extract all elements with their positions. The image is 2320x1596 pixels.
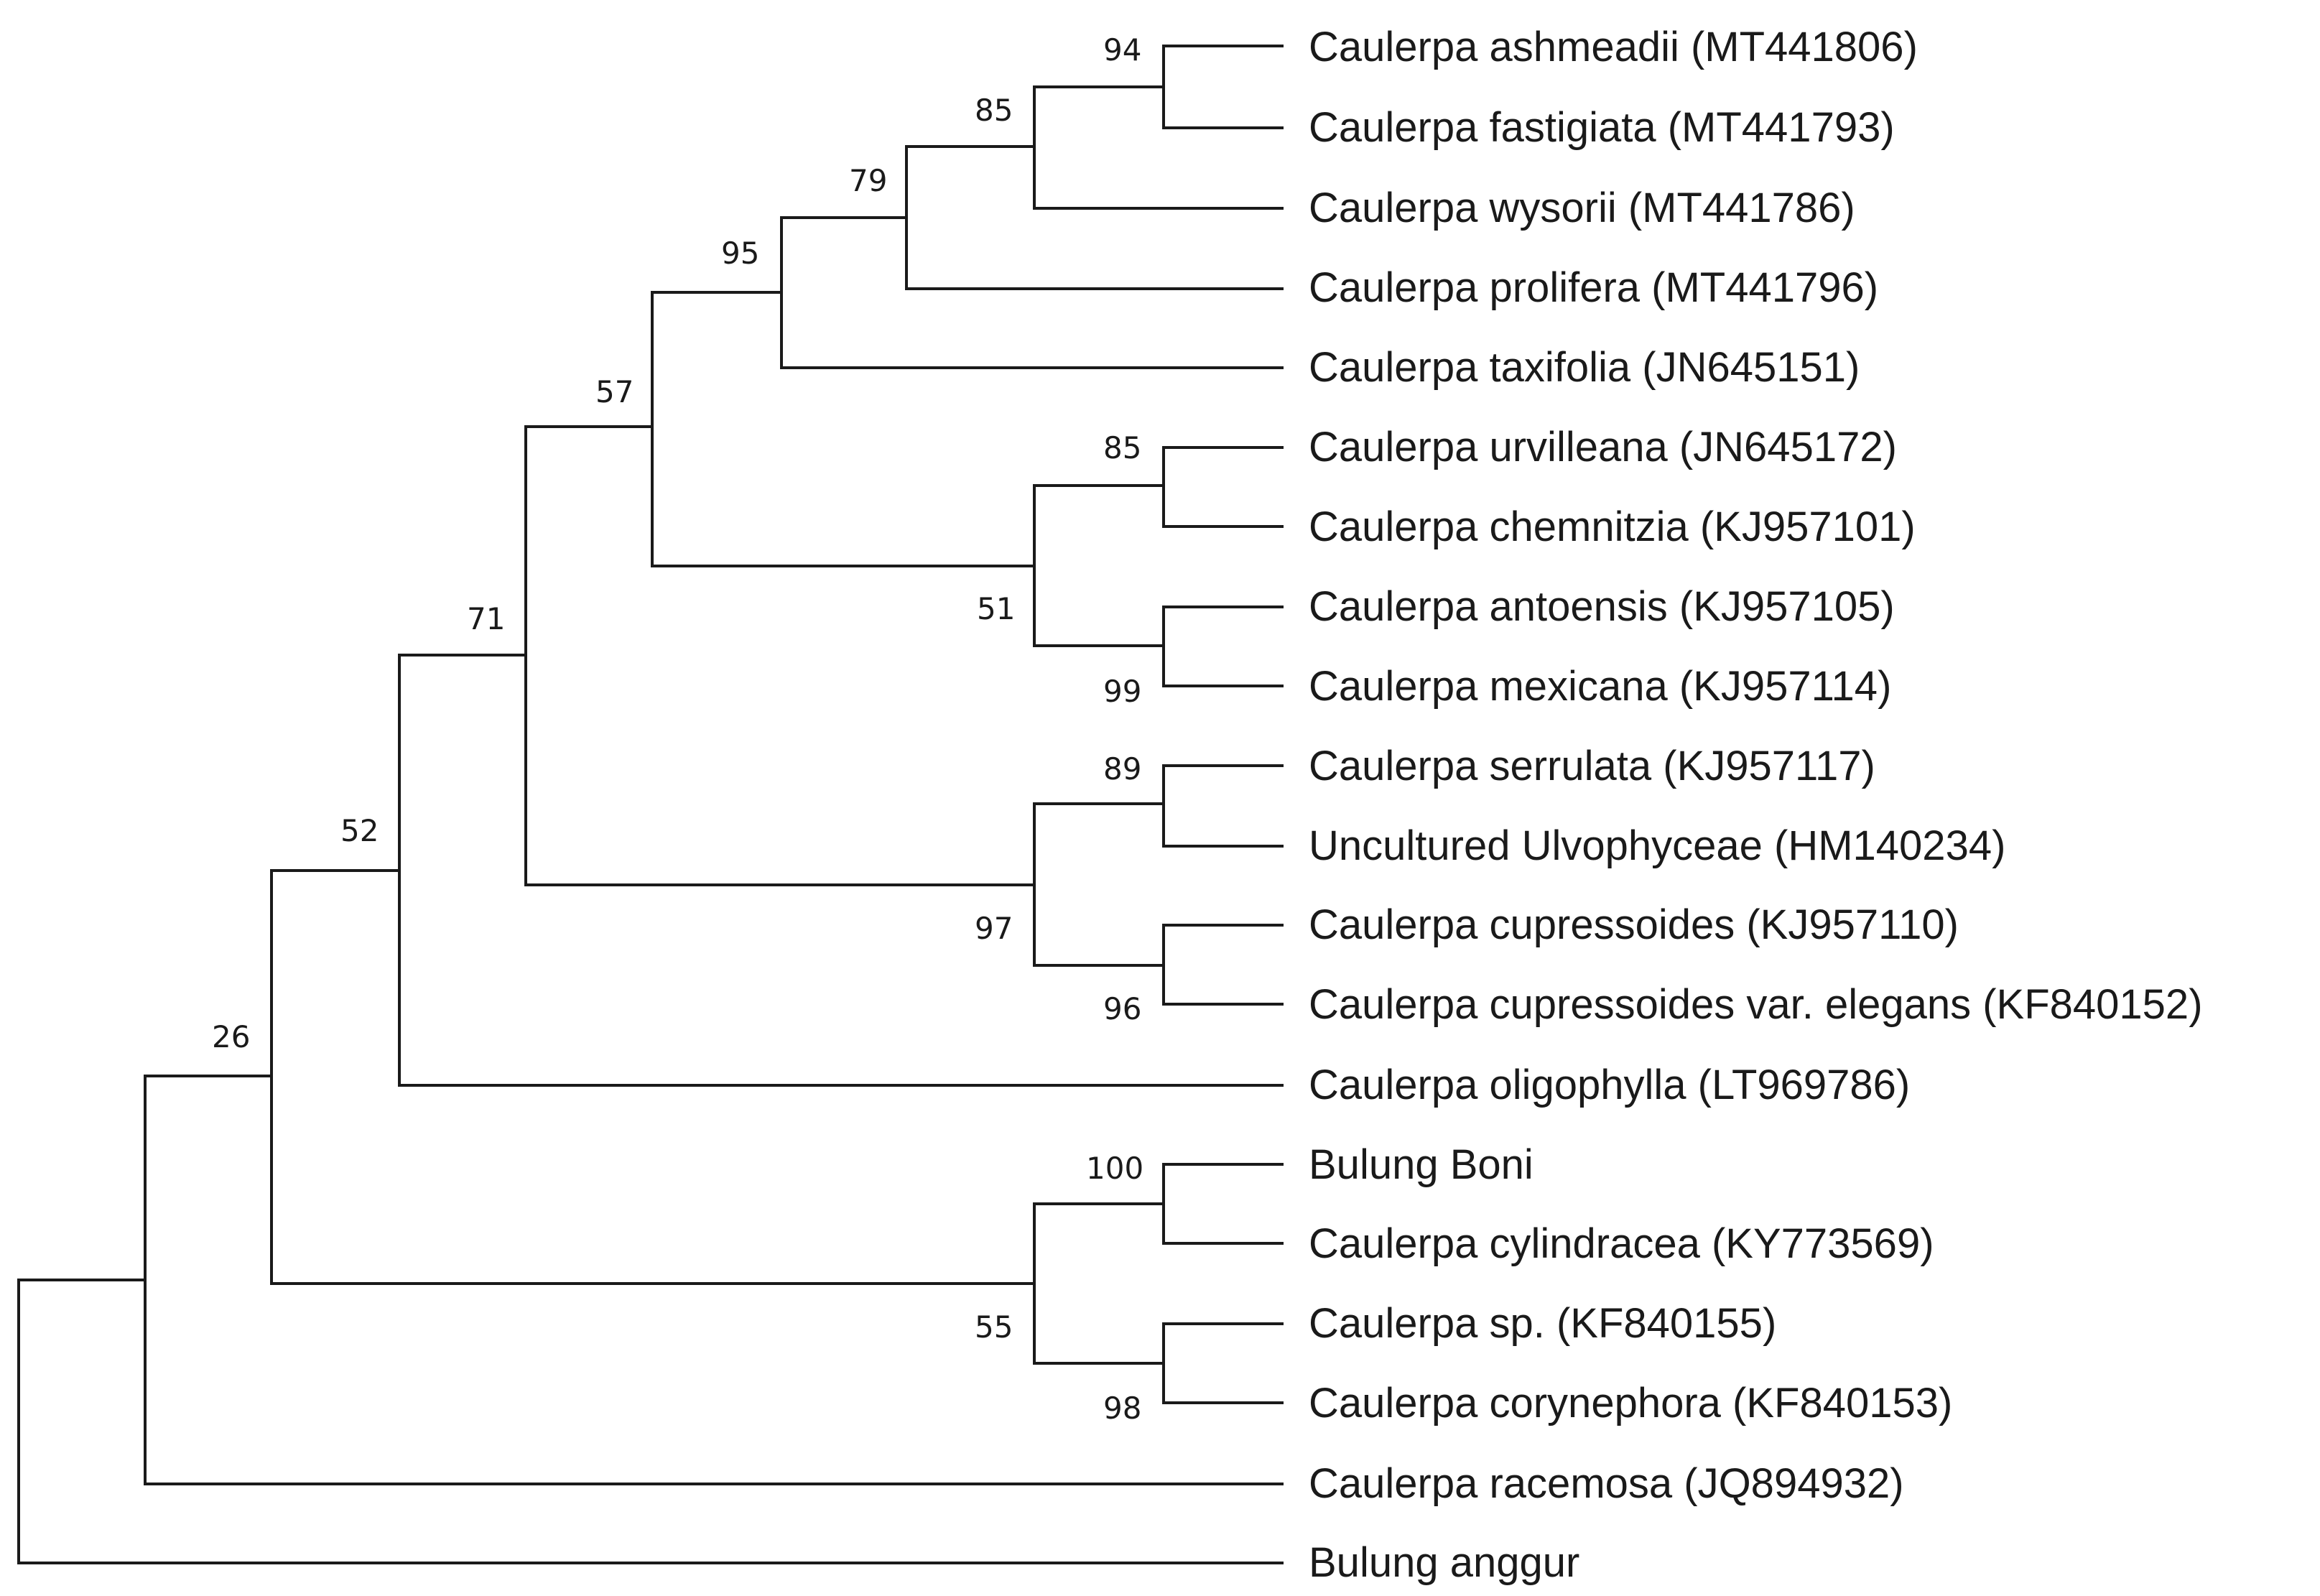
branch-ashmeadii-fastigiata	[1162, 45, 1284, 129]
branch-antoensis-mexicana	[1162, 606, 1284, 687]
taxon-label: Caulerpa antoensis (KJ957105)	[1309, 583, 1895, 630]
branch-boni-cylindracea	[1162, 1163, 1284, 1245]
branch-plus-taxifolia	[780, 216, 1284, 369]
taxon-label: Caulerpa oligophylla (LT969786)	[1309, 1062, 1910, 1108]
branch-plus-boni-group	[270, 869, 1036, 1285]
bootstrap-value: 52	[340, 813, 379, 848]
bootstrap-value: 96	[1103, 991, 1141, 1026]
branch-cupressoides-pair	[1162, 924, 1284, 1006]
taxon-label: Caulerpa cupressoides (KJ957110)	[1309, 901, 1959, 948]
bootstrap-value: 51	[977, 591, 1015, 626]
branch-upper-group	[651, 291, 1036, 567]
bootstrap-value: 71	[467, 601, 505, 636]
taxon-label: Caulerpa urvilleana (JN645172)	[1309, 424, 1897, 470]
bootstrap-value: 89	[1103, 751, 1141, 787]
bootstrap-value: 26	[212, 1019, 250, 1054]
bootstrap-value: 57	[595, 374, 634, 409]
branch-plus-wysorii	[1033, 85, 1284, 210]
taxon-label: Bulung Boni	[1309, 1141, 1533, 1188]
taxon-labels: Caulerpa ashmeadii (MT441806) Caulerpa f…	[1309, 24, 2203, 1586]
taxon-label: Caulerpa sp. (KF840155)	[1309, 1300, 1776, 1347]
bootstrap-value: 95	[721, 236, 759, 271]
taxon-label: Caulerpa corynephora (KF840153)	[1309, 1380, 1952, 1426]
branch-urvilleana-chemnitzia	[1162, 446, 1284, 528]
branch-plus-prolifera	[905, 145, 1284, 290]
taxon-label: Bulung anggur	[1309, 1539, 1579, 1586]
taxon-label: Caulerpa cupressoides var. elegans (KF84…	[1309, 981, 2203, 1028]
taxon-label: Caulerpa cylindracea (KY773569)	[1309, 1220, 1934, 1267]
taxon-label: Caulerpa mexicana (KJ957114)	[1309, 663, 1891, 710]
branch-serrulata-uncultured	[1162, 764, 1284, 848]
taxon-label: Caulerpa chemnitzia (KJ957101)	[1309, 504, 1916, 550]
bootstrap-value: 79	[849, 163, 887, 198]
bootstrap-value: 94	[1103, 32, 1141, 68]
branch-sp-corynephora	[1162, 1322, 1284, 1404]
bootstrap-value: 85	[975, 93, 1013, 128]
branch-plus-oligophylla	[398, 654, 1284, 1087]
taxon-label: Caulerpa serrulata (KJ957117)	[1309, 743, 1875, 789]
taxon-label: Caulerpa prolifera (MT441796)	[1309, 264, 1878, 311]
branch-serrulata-cupressoides-group	[1033, 802, 1165, 967]
branch-boni-sp-group	[1033, 1202, 1165, 1365]
bootstrap-labels: 94 85 79 95 57 85 51 99 89 97 96 71 52 1…	[212, 32, 1143, 1426]
branch-urvilleana-antoensis-group	[1033, 484, 1165, 647]
bootstrap-value: 100	[1086, 1151, 1143, 1186]
bootstrap-value: 98	[1103, 1391, 1141, 1426]
taxon-label: Uncultured Ulvophyceae (HM140234)	[1309, 822, 2005, 869]
taxon-label: Caulerpa racemosa (JQ894932)	[1309, 1460, 1904, 1507]
taxon-label: Caulerpa ashmeadii (MT441806)	[1309, 24, 1918, 70]
bootstrap-value: 85	[1103, 430, 1141, 465]
branch-root	[17, 1279, 1284, 1564]
taxon-label: Caulerpa fastigiata (MT441793)	[1309, 104, 1895, 151]
bootstrap-value: 55	[975, 1309, 1013, 1345]
taxon-label: Caulerpa wysorii (MT441786)	[1309, 185, 1855, 231]
branch-plus-serrulata-group	[524, 425, 1036, 886]
taxon-label: Caulerpa taxifolia (JN645151)	[1309, 344, 1860, 391]
bootstrap-value: 99	[1103, 674, 1141, 709]
bootstrap-value: 97	[975, 911, 1013, 946]
tree-branches	[17, 45, 1284, 1564]
